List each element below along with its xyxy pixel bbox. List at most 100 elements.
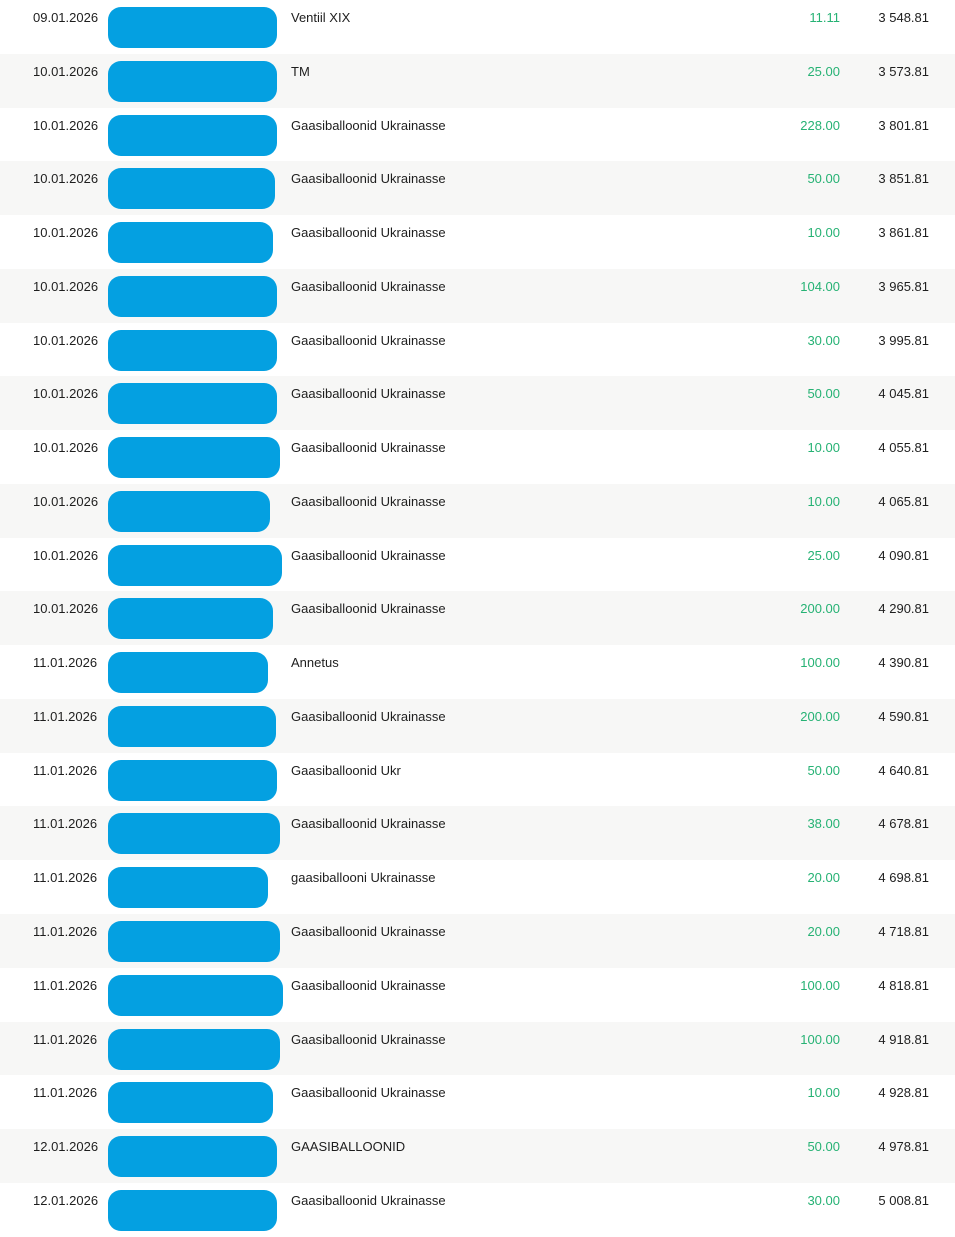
transaction-description: Gaasiballoonid Ukrainasse	[291, 708, 446, 724]
transaction-amount: 50.00	[807, 1139, 840, 1155]
redacted-payer-name	[108, 1028, 280, 1070]
transaction-row[interactable]: 10.01.2026 Gaasiballoonid Ukrainasse 228…	[0, 107, 955, 162]
transaction-amount: 20.00	[807, 924, 840, 940]
transaction-balance: 5 008.81	[878, 1192, 929, 1208]
redacted-payer-name	[108, 974, 283, 1016]
transaction-balance: 3 995.81	[878, 332, 929, 348]
transaction-balance: 4 590.81	[878, 708, 929, 724]
transaction-row[interactable]: 10.01.2026 Gaasiballoonid Ukrainasse 10.…	[0, 215, 955, 269]
transaction-date: 12.01.2026	[33, 1139, 99, 1155]
transaction-amount: 38.00	[807, 816, 840, 832]
transaction-date: 11.01.2026	[33, 655, 98, 671]
redacted-payer-name	[108, 168, 275, 210]
transaction-amount: 25.00	[807, 63, 840, 79]
transaction-date: 12.01.2026	[33, 1192, 99, 1208]
redacted-payer-name	[108, 383, 277, 425]
transaction-balance: 4 718.81	[878, 924, 929, 940]
transaction-date: 11.01.2026	[33, 977, 98, 993]
transaction-date: 11.01.2026	[33, 870, 98, 886]
transaction-date: 10.01.2026	[33, 547, 99, 563]
transaction-date: 11.01.2026	[33, 816, 98, 832]
transaction-balance: 3 548.81	[878, 10, 929, 25]
transaction-date: 10.01.2026	[33, 63, 99, 79]
transaction-description: TM	[291, 63, 310, 79]
transaction-description: Annetus	[291, 655, 339, 671]
transaction-balance: 4 918.81	[878, 1031, 929, 1047]
transaction-amount: 30.00	[807, 1192, 840, 1208]
transaction-description: Gaasiballoonid Ukrainasse	[291, 1031, 446, 1047]
transaction-date: 10.01.2026	[33, 332, 99, 348]
transaction-row[interactable]: 10.01.2026 Gaasiballoonid Ukrainasse 30.…	[0, 322, 955, 377]
transaction-date: 09.01.2026	[33, 10, 99, 25]
transaction-amount: 100.00	[800, 655, 840, 671]
transaction-description: Gaasiballoonid Ukrainasse	[291, 225, 446, 241]
transaction-balance: 4 045.81	[878, 386, 929, 402]
transaction-row[interactable]: 10.01.2026 Gaasiballoonid Ukrainasse 10.…	[0, 483, 955, 538]
transaction-row[interactable]: 11.01.2026 gaasiballooni Ukrainasse 20.0…	[0, 860, 955, 915]
redacted-payer-name	[108, 921, 280, 963]
transaction-amount: 200.00	[800, 601, 840, 617]
transaction-row[interactable]: 10.01.2026 Gaasiballoonid Ukrainasse 50.…	[0, 161, 955, 216]
transaction-amount: 50.00	[807, 762, 840, 778]
redacted-payer-name	[108, 867, 268, 909]
transaction-row[interactable]: 10.01.2026 Gaasiballoonid Ukrainasse 10.…	[0, 430, 955, 484]
transaction-amount: 10.00	[807, 225, 840, 241]
transaction-row[interactable]: 12.01.2026 GAASIBALLOONID 50.00 4 978.81	[0, 1129, 955, 1183]
transaction-amount: 200.00	[800, 708, 840, 724]
transaction-amount: 11.11	[809, 10, 840, 25]
transaction-description: Gaasiballoonid Ukrainasse	[291, 493, 446, 509]
transaction-balance: 3 573.81	[878, 63, 929, 79]
redacted-payer-name	[108, 544, 282, 586]
transaction-balance: 3 801.81	[878, 117, 929, 133]
transaction-description: Gaasiballoonid Ukrainasse	[291, 386, 446, 402]
transaction-row[interactable]: 11.01.2026 Gaasiballoonid Ukrainasse 10.…	[0, 1075, 955, 1130]
transaction-balance: 3 851.81	[878, 171, 929, 187]
redacted-payer-name	[108, 598, 273, 640]
redacted-payer-name	[108, 222, 273, 264]
transaction-description: GAASIBALLOONID	[291, 1139, 406, 1155]
transaction-row[interactable]: 10.01.2026 Gaasiballoonid Ukrainasse 104…	[0, 268, 955, 323]
transaction-date: 10.01.2026	[33, 171, 99, 187]
transaction-row[interactable]: 10.01.2026 Gaasiballoonid Ukrainasse 50.…	[0, 376, 955, 431]
transaction-row[interactable]: 11.01.2026 Gaasiballoonid Ukrainasse 100…	[0, 1021, 955, 1076]
transaction-row[interactable]: 11.01.2026 Gaasiballoonid Ukrainasse 200…	[0, 698, 955, 753]
transaction-row[interactable]: 11.01.2026 Annetus 100.00 4 390.81	[0, 645, 955, 699]
transaction-description: Gaasiballoonid Ukrainasse	[291, 171, 446, 187]
transaction-description: Gaasiballoonid Ukrainasse	[291, 547, 446, 563]
transaction-amount: 30.00	[807, 332, 840, 348]
transaction-description: Gaasiballoonid Ukrainasse	[291, 924, 446, 940]
transaction-amount: 228.00	[800, 117, 840, 133]
transaction-date: 10.01.2026	[33, 601, 99, 617]
transaction-date: 11.01.2026	[33, 708, 98, 724]
redacted-payer-name	[108, 705, 276, 747]
redacted-payer-name	[108, 275, 277, 317]
transaction-amount: 10.00	[807, 440, 840, 456]
redacted-payer-name	[108, 437, 280, 479]
transaction-amount: 10.00	[807, 493, 840, 509]
transaction-row[interactable]: 10.01.2026 Gaasiballoonid Ukrainasse 200…	[0, 591, 955, 646]
transaction-description: gaasiballooni Ukrainasse	[291, 870, 436, 886]
transaction-amount: 100.00	[800, 1031, 840, 1047]
transaction-date: 11.01.2026	[33, 1085, 98, 1101]
transaction-row[interactable]: 12.01.2026 Gaasiballoonid Ukrainasse 30.…	[0, 1182, 955, 1237]
transaction-balance: 4 640.81	[878, 762, 929, 778]
transaction-row[interactable]: 11.01.2026 Gaasiballoonid Ukrainasse 20.…	[0, 914, 955, 968]
transaction-balance: 4 928.81	[878, 1085, 929, 1101]
transaction-row[interactable]: 11.01.2026 Gaasiballoonid Ukrainasse 100…	[0, 967, 955, 1022]
transaction-balance: 4 290.81	[878, 601, 929, 617]
redacted-payer-name	[108, 329, 277, 371]
transaction-balance: 4 065.81	[878, 493, 929, 509]
transaction-row[interactable]: 10.01.2026 Gaasiballoonid Ukrainasse 25.…	[0, 537, 955, 592]
transaction-row[interactable]: 10.01.2026 TM 25.00 3 573.81	[0, 53, 955, 108]
transaction-balance: 4 818.81	[878, 977, 929, 993]
transaction-row[interactable]: 09.01.2026 Ventiil XIX 11.11 3 548.81	[0, 0, 955, 54]
transaction-balance: 3 965.81	[878, 278, 929, 294]
transaction-row[interactable]: 11.01.2026 Gaasiballoonid Ukr 50.00 4 64…	[0, 752, 955, 807]
redacted-payer-name	[108, 114, 277, 156]
transaction-row[interactable]: 11.01.2026 Gaasiballoonid Ukrainasse 38.…	[0, 806, 955, 861]
redacted-payer-name	[108, 1082, 273, 1124]
transaction-description: Gaasiballoonid Ukrainasse	[291, 117, 446, 133]
transaction-description: Gaasiballoonid Ukrainasse	[291, 440, 446, 456]
redacted-payer-name	[108, 490, 270, 532]
transaction-date: 10.01.2026	[33, 278, 99, 294]
